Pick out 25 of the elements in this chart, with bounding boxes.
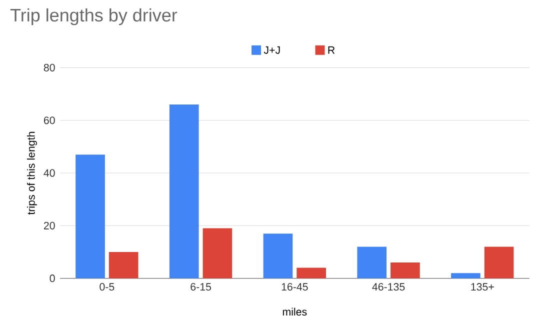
bar: [202, 228, 232, 278]
y-tick-label: 0: [50, 274, 55, 282]
x-tick-label: 16-45: [282, 283, 308, 291]
bar: [263, 234, 293, 278]
x-tick-label: 46-135: [372, 283, 405, 291]
bar: [390, 262, 420, 278]
chart-title: Trip lengths by driver: [10, 8, 178, 26]
legend-label: J+J: [264, 46, 280, 54]
bar: [451, 273, 480, 278]
bar: [296, 268, 326, 278]
y-axis-title: trips of this length: [26, 132, 37, 215]
legend-label: R: [328, 46, 335, 54]
bar: [169, 104, 199, 278]
y-tick-label: 80: [44, 64, 55, 72]
y-tick-label: 20: [44, 222, 55, 230]
x-tick-label: 135+: [471, 283, 494, 291]
x-tick-label: 0-5: [100, 283, 114, 291]
bar: [108, 252, 138, 278]
x-tick-label: 6-15: [190, 283, 212, 291]
bar: [357, 246, 387, 278]
y-tick-label: 60: [44, 116, 55, 124]
y-tick-label: 40: [44, 169, 55, 177]
x-axis-title: miles: [282, 308, 307, 316]
bar: [484, 246, 514, 278]
bar: [76, 154, 105, 278]
